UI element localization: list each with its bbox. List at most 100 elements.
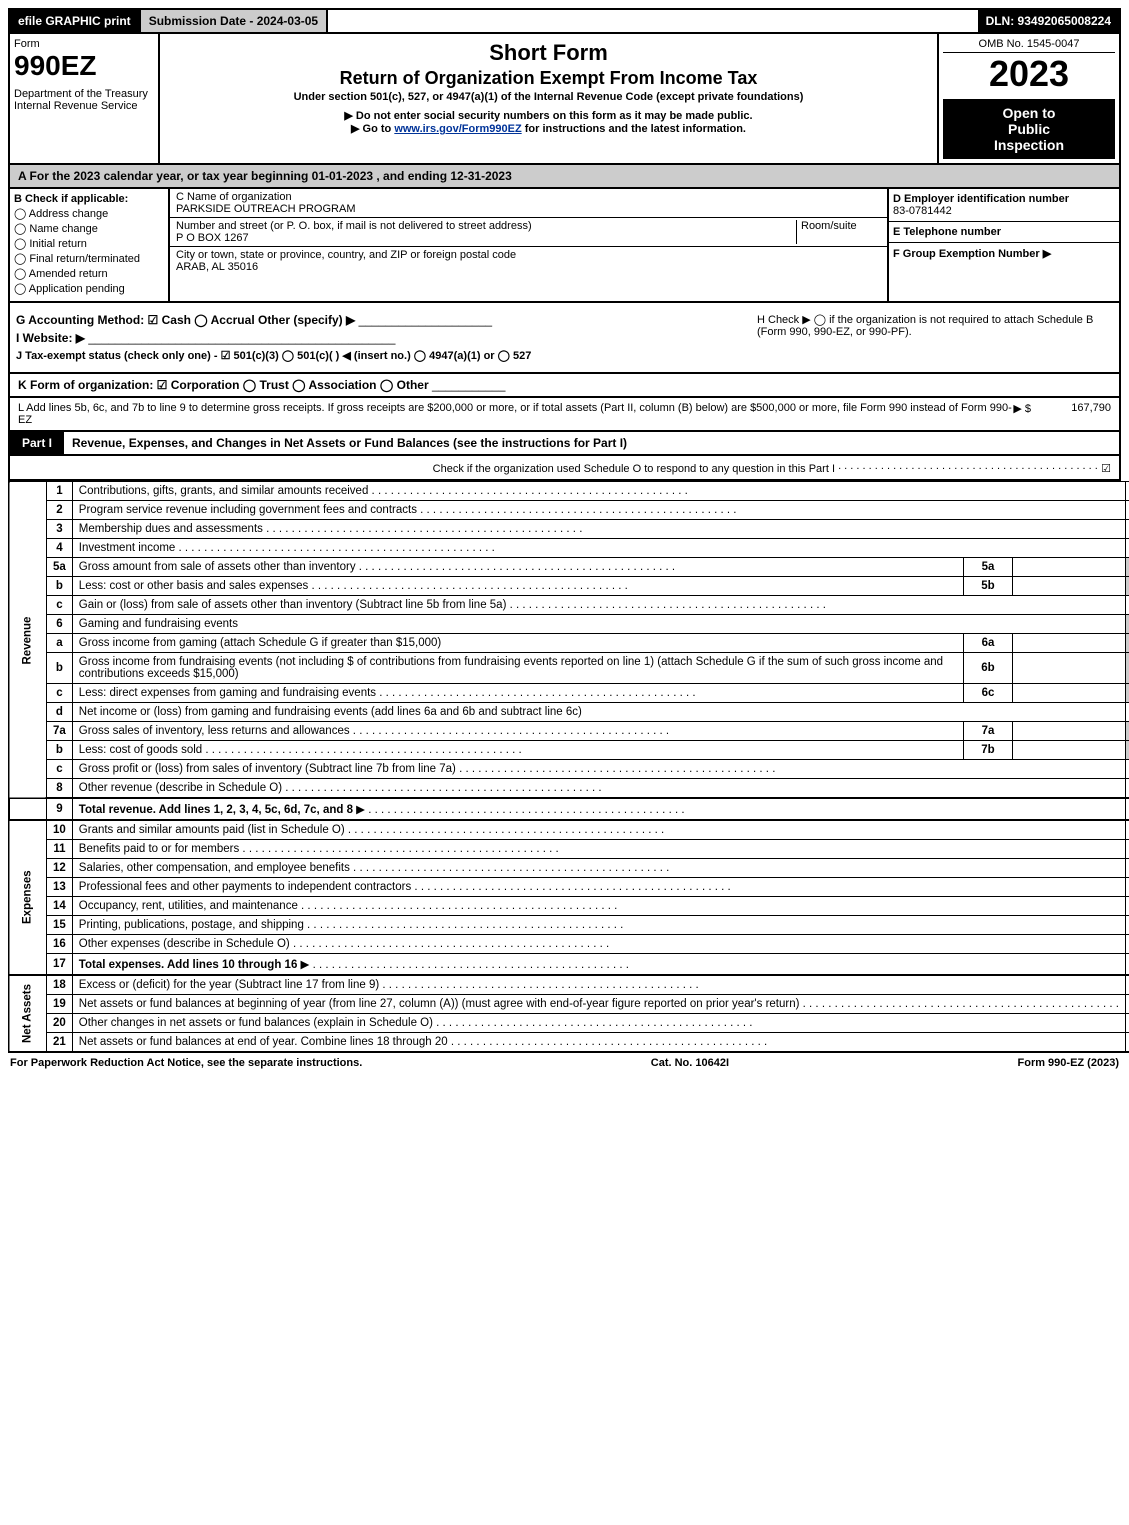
row-g: G Accounting Method: ☑ Cash ◯ Accrual Ot… [16,313,749,327]
line-text: Less: cost of goods sold [79,744,202,756]
room-label: Room/suite [801,220,857,232]
line-num: c [47,684,73,703]
line-text: Membership dues and assessments [79,523,263,535]
shaded-cell [1125,558,1129,577]
line-text: Gross amount from sale of assets other t… [79,561,356,573]
part1-check-mark: ☑ [1101,463,1111,475]
shaded-cell [1125,615,1129,634]
chk-pending[interactable]: ◯ Application pending [14,282,164,295]
chk-final[interactable]: ◯ Final return/terminated [14,252,164,265]
line-ref: 4 [1125,539,1129,558]
table-row: 12 Salaries, other compensation, and emp… [9,859,1129,878]
line-text: Occupancy, rent, utilities, and maintena… [79,900,298,912]
omb-number: OMB No. 1545-0047 [943,38,1115,53]
form-word: Form [14,38,154,50]
line-text: Salaries, other compensation, and employ… [79,862,350,874]
form-number: 990EZ [14,50,154,82]
line-text: Other expenses (describe in Schedule O) [79,938,290,950]
line-num: 6 [47,615,73,634]
shaded-cell [1125,577,1129,596]
sub-value [1012,634,1125,653]
shaded-cell [1125,741,1129,760]
table-row: c Gain or (loss) from sale of assets oth… [9,596,1129,615]
line-ref: 21 [1125,1033,1129,1053]
table-row: 8 Other revenue (describe in Schedule O)… [9,779,1129,799]
line-ref: 8 [1125,779,1129,799]
chk-amended[interactable]: ◯ Amended return [14,267,164,280]
part1-table: Revenue 1 Contributions, gifts, grants, … [8,481,1129,1053]
table-row: 20 Other changes in net assets or fund b… [9,1014,1129,1033]
line-num: 12 [47,859,73,878]
side-net: Net Assets [9,975,47,1052]
row-h: H Check ▶ ◯ if the organization is not r… [753,309,1113,366]
line-text: Net assets or fund balances at beginning… [79,998,800,1010]
row-l-text: L Add lines 5b, 6c, and 7b to line 9 to … [18,402,1013,426]
header-right: OMB No. 1545-0047 2023 Open to Public In… [939,34,1119,163]
shaded-cell [1125,653,1129,684]
line-ref: 6d [1125,703,1129,722]
table-row: 19 Net assets or fund balances at beginn… [9,995,1129,1014]
table-row: 7a Gross sales of inventory, less return… [9,722,1129,741]
sub-value [1012,653,1125,684]
table-row: 14 Occupancy, rent, utilities, and maint… [9,897,1129,916]
row-i: I Website: ▶ ___________________________… [16,331,749,345]
efile-label: efile GRAPHIC print [10,10,141,32]
table-row: 15 Printing, publications, postage, and … [9,916,1129,935]
line-num: 8 [47,779,73,799]
submission-date: Submission Date - 2024-03-05 [141,10,328,32]
line-ref: 13 [1125,878,1129,897]
chk-initial[interactable]: ◯ Initial return [14,237,164,250]
line-num: 17 [47,954,73,976]
line-text: Gain or (loss) from sale of assets other… [79,599,507,611]
line-text: Printing, publications, postage, and shi… [79,919,304,931]
part1-title: Revenue, Expenses, and Changes in Net As… [64,432,1119,454]
line-num: 20 [47,1014,73,1033]
line-ref: 18 [1125,975,1129,995]
line-text: Gross income from gaming (attach Schedul… [79,637,441,649]
line-text: Less: direct expenses from gaming and fu… [79,687,376,699]
sub-ref: 5a [963,558,1012,577]
meta-left: G Accounting Method: ☑ Cash ◯ Accrual Ot… [16,309,749,366]
line-text: Total expenses. Add lines 10 through 16 [79,959,298,971]
sub-ref: 7b [963,741,1012,760]
org-name-box: C Name of organization PARKSIDE OUTREACH… [170,189,887,218]
section-d: D Employer identification number 83-0781… [889,189,1119,301]
line-ref: 7c [1125,760,1129,779]
line-num: 4 [47,539,73,558]
group-label: F Group Exemption Number ▶ [893,248,1051,260]
row-l-arrow: ▶ $ [1013,402,1031,426]
table-row: 21 Net assets or fund balances at end of… [9,1033,1129,1053]
line-ref: 12 [1125,859,1129,878]
line-num: 19 [47,995,73,1014]
public-badge: Open to Public Inspection [943,99,1115,159]
line-num: 3 [47,520,73,539]
line-ref: 11 [1125,840,1129,859]
table-row: 11 Benefits paid to or for members 11 [9,840,1129,859]
sub-value [1012,558,1125,577]
line-ref: 16 [1125,935,1129,954]
header-left: Form 990EZ Department of the Treasury In… [10,34,160,163]
table-row: a Gross income from gaming (attach Sched… [9,634,1129,653]
sub-value [1012,684,1125,703]
line-num: b [47,741,73,760]
line-text: Less: cost or other basis and sales expe… [79,580,309,592]
header-center: Short Form Return of Organization Exempt… [160,34,939,163]
irs-label: Internal Revenue Service [14,100,154,112]
table-row: b Gross income from fundraising events (… [9,653,1129,684]
line-num: 21 [47,1033,73,1053]
city-box: City or town, state or province, country… [170,247,887,275]
line-text: Net income or (loss) from gaming and fun… [79,706,582,718]
shaded-cell [1125,634,1129,653]
sub-value [1012,741,1125,760]
chk-name[interactable]: ◯ Name change [14,222,164,235]
line-text: Other revenue (describe in Schedule O) [79,782,282,794]
chk-address[interactable]: ◯ Address change [14,207,164,220]
part1-header: Part I Revenue, Expenses, and Changes in… [8,432,1121,456]
badge-1: Open to [949,105,1109,121]
line-num: 11 [47,840,73,859]
row-l-value: 167,790 [1031,402,1111,426]
form-header: Form 990EZ Department of the Treasury In… [8,34,1121,165]
irs-link[interactable]: www.irs.gov/Form990EZ [394,123,521,135]
line-ref: 14 [1125,897,1129,916]
table-row: 6 Gaming and fundraising events [9,615,1129,634]
